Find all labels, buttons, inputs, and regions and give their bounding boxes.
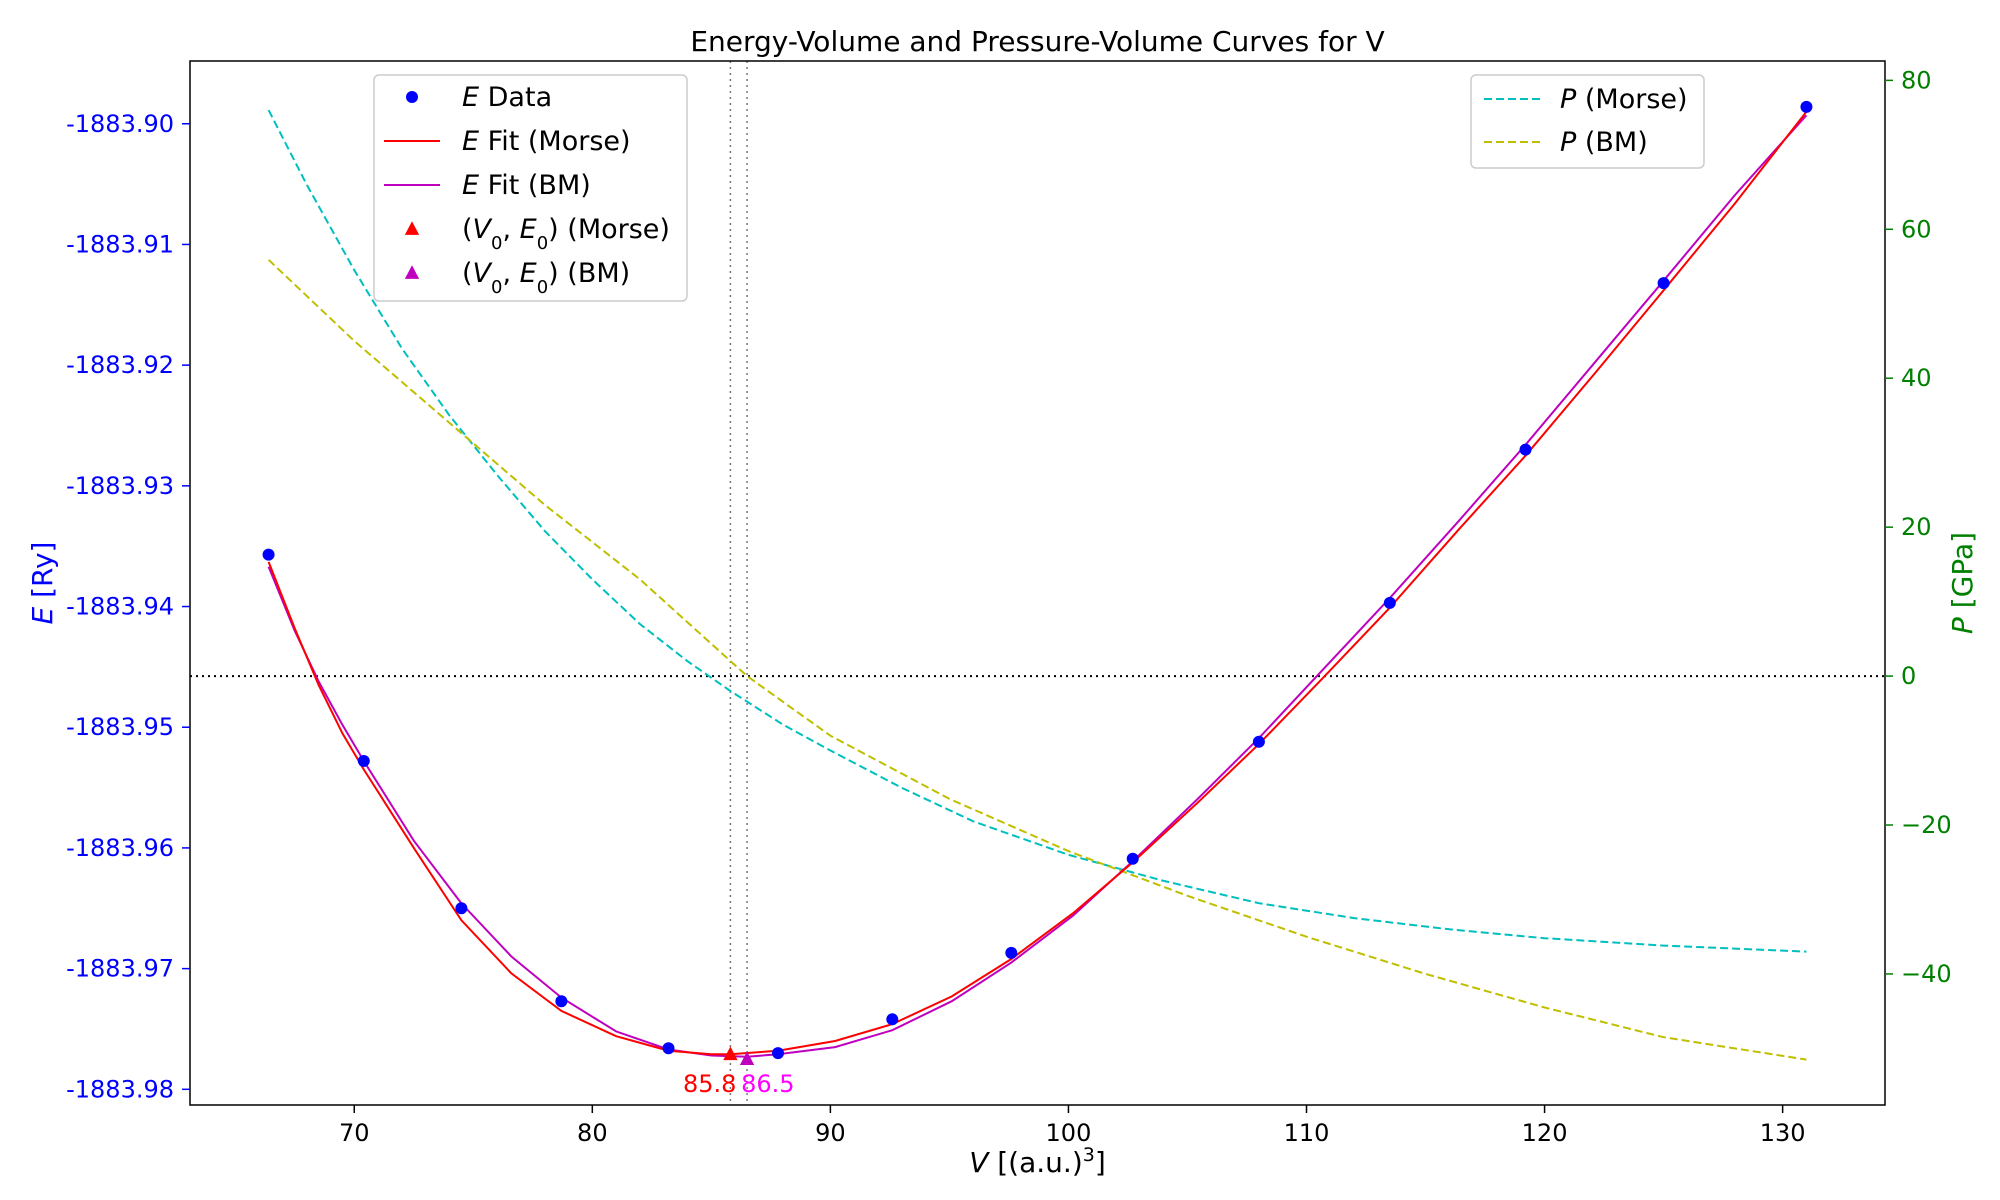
plot-area [190,61,1885,1105]
right-tick-label: −20 [1901,811,1952,839]
x-tick-label: 120 [1522,1119,1568,1147]
v0-bm-label: 86.5 [741,1070,794,1098]
legend-right-entry-label: P (BM) [1560,127,1648,158]
right-tick-label: 0 [1901,662,1916,690]
v0-morse-label: 85.8 [683,1070,736,1098]
left-tick-label: -1883.92 [66,351,174,379]
right-tick-label: 80 [1901,66,1932,94]
legend-left-entry-label: E Fit (BM) [462,170,591,201]
e-data-point [455,902,468,915]
e-data-point [1126,852,1139,865]
legend-left-entry-label: (V0, E0) (BM) [462,258,630,298]
x-tick-label: 130 [1760,1119,1806,1147]
legend-left-entry-label: E Data [462,82,552,113]
left-tick-label: -1883.90 [66,110,174,138]
legend-right-box [1470,74,1705,169]
chart-title: Energy-Volume and Pressure-Volume Curves… [690,25,1384,58]
x-tick-label: 90 [815,1119,846,1147]
right-tick-label: 20 [1901,513,1932,541]
x-tick-label: 70 [339,1119,370,1147]
right-tick-label: −40 [1901,960,1952,988]
e-data-point [772,1047,785,1060]
left-tick-label: -1883.96 [66,834,174,862]
right-tick-label: 40 [1901,364,1932,392]
e-data-point [1800,100,1813,113]
legend-left-box [373,74,688,302]
e-data-point [662,1042,675,1055]
legend-symbol-e-data [406,91,418,103]
left-tick-label: -1883.91 [66,230,174,258]
e-data-point [1519,443,1532,456]
legend-right: P (Morse) P (BM) [1470,74,1705,169]
legend-left-entry-label: (V0, E0) (Morse) [462,214,670,254]
e-data-point [555,995,568,1008]
e-data-point [357,755,370,768]
legend-right-entry-label: P (Morse) [1560,84,1688,115]
p-bm-line [267,259,1807,1061]
e-fit-bm-line [267,114,1808,1058]
left-tick-label: -1883.98 [66,1075,174,1103]
e-data-point [1383,596,1396,609]
e-fit-morse-line [267,111,1808,1056]
x-axis-label: V [(a.u.)3] [969,1144,1106,1179]
left-axis-label: E [Ry] [26,542,59,625]
e-data-point [1005,946,1018,959]
x-tick-label: 110 [1284,1119,1330,1147]
right-tick-label: 60 [1901,215,1932,243]
e-data-point [262,548,275,561]
legend-symbol-v0e0-bm [404,265,420,279]
e-data-point [1252,735,1265,748]
e-data-point [886,1013,899,1026]
x-tick-label: 80 [577,1119,608,1147]
legend-left-entry-label: E Fit (Morse) [462,126,631,157]
left-tick-label: -1883.94 [66,593,174,621]
plot-frame [189,60,1886,1106]
legend-left: E Data E Fit (Morse) E Fit (BM) (V0, E0) (M… [373,74,688,302]
legend-symbol-v0e0-morse [404,221,420,235]
left-tick-label: -1883.97 [66,955,174,983]
p-morse-line [267,109,1807,953]
left-tick-label: -1883.93 [66,472,174,500]
x-tick-label: 100 [1046,1119,1092,1147]
v0e0-morse-marker [723,1046,738,1061]
left-tick-label: -1883.95 [66,713,174,741]
right-axis-label: P [GPa] [1946,532,1979,634]
v0e0-bm-marker [739,1051,755,1065]
e-data-point [1657,277,1670,290]
